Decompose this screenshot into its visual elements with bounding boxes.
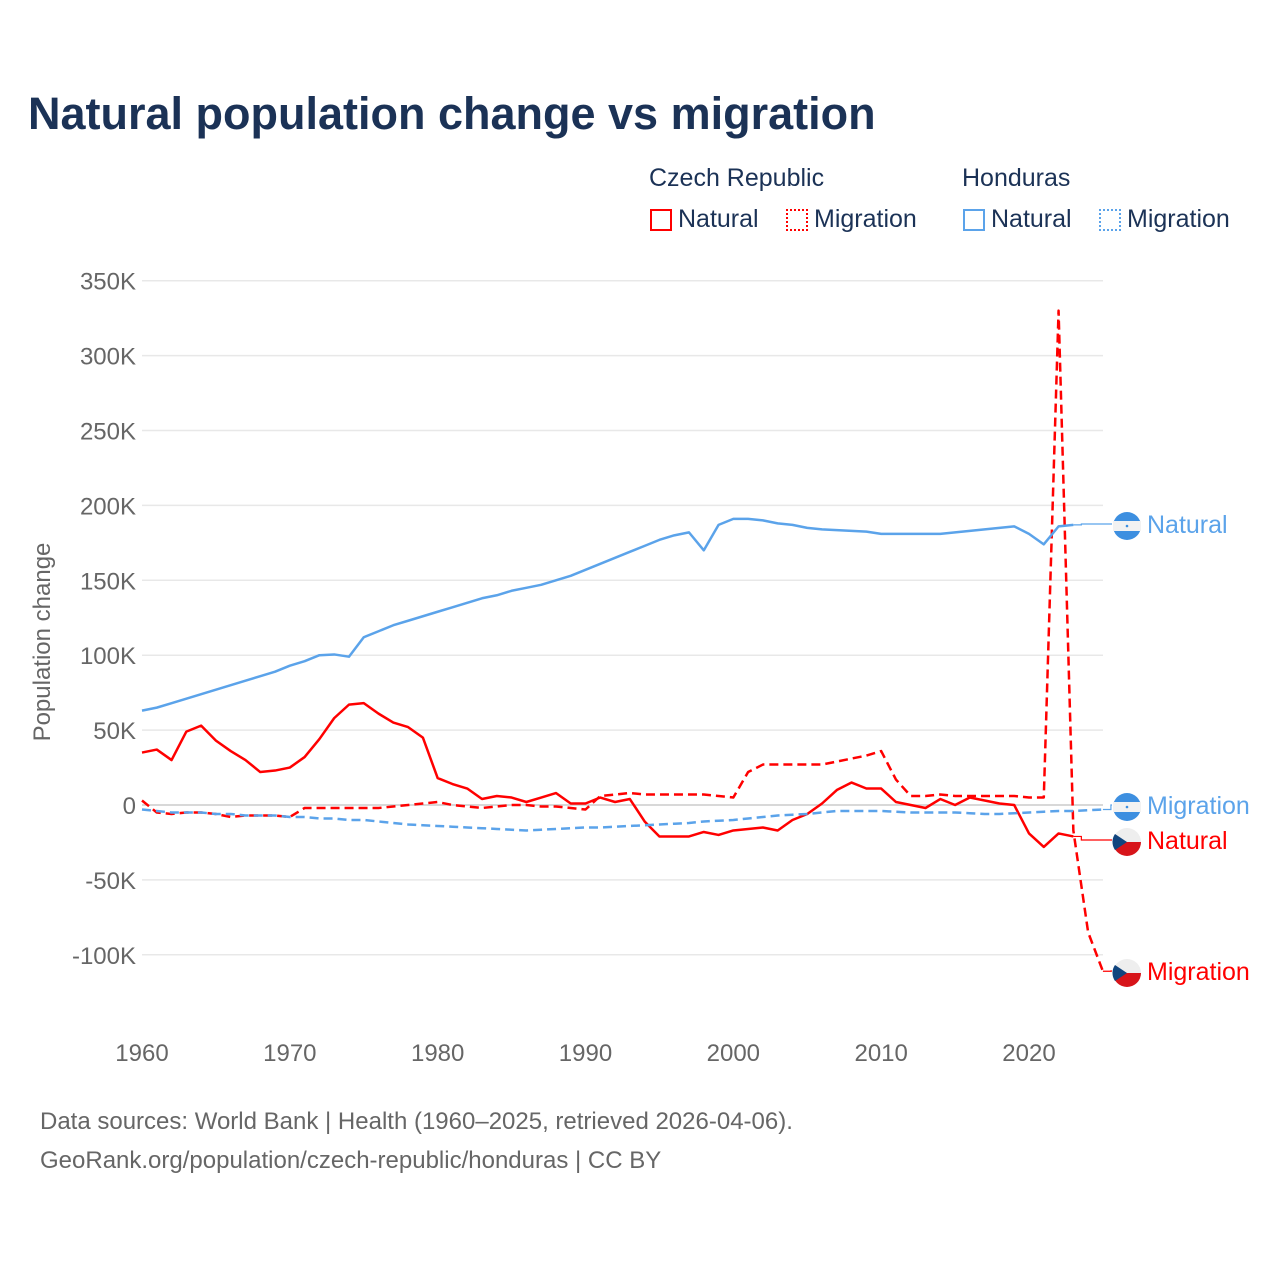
legend-label: Migration (814, 205, 917, 233)
y-tick-label: -100K (72, 943, 136, 970)
legend-label: Natural (678, 205, 759, 233)
y-tick-label: 100K (80, 643, 136, 670)
y-tick-label: -50K (85, 868, 136, 895)
legend-swatch (786, 208, 808, 231)
chart-title: Natural population change vs migration (28, 88, 876, 139)
flag-stripe (1113, 802, 1141, 812)
flag-red (1113, 973, 1141, 987)
source-line-2[interactable]: GeoRank.org/population/czech-republic/ho… (40, 1147, 662, 1174)
legend-item-honduras-natural[interactable]: Natural (963, 205, 1072, 234)
flag-star (1125, 805, 1129, 809)
flag-blue (1112, 965, 1127, 981)
legend-item-czech-migration[interactable]: Migration (786, 205, 917, 234)
series-line-czech-republic-natural (141, 701, 1074, 849)
x-tick-label: 1990 (559, 1040, 612, 1067)
y-tick-label: 150K (80, 568, 136, 595)
label-connector (1073, 835, 1112, 841)
flag-stripe (1113, 521, 1141, 531)
czech-flag-icon (1112, 828, 1141, 856)
legend-label: Natural (991, 205, 1072, 233)
y-tick-label: 300K (80, 344, 136, 371)
y-tick-label: 0 (123, 793, 136, 820)
series-line-honduras-natural (141, 517, 1074, 712)
label-connector (1073, 523, 1112, 526)
flag-red (1113, 842, 1141, 856)
legend-header-czech: Czech Republic (649, 164, 825, 192)
flag-bg (1113, 512, 1141, 540)
flag-bg (1113, 828, 1141, 856)
x-tick-label: 1960 (115, 1040, 168, 1067)
legend-header-honduras: Honduras (962, 164, 1071, 192)
honduras-flag-icon (1113, 512, 1141, 540)
y-tick-label: 350K (80, 269, 136, 296)
y-tick-label: 250K (80, 419, 136, 446)
y-tick-label: 50K (93, 718, 136, 745)
legend-label: Migration (1127, 205, 1230, 233)
x-tick-label: 2000 (707, 1040, 760, 1067)
x-tick-label: 1970 (263, 1040, 316, 1067)
legend-swatch (650, 208, 672, 231)
flag-blue (1112, 834, 1127, 850)
series-line-czech-republic-migration (141, 309, 1105, 972)
end-label: Migration (1147, 958, 1250, 986)
x-tick-label: 1980 (411, 1040, 464, 1067)
end-label: Migration (1147, 792, 1250, 820)
legend-swatch (963, 208, 985, 231)
label-connector (1102, 804, 1112, 811)
x-tick-label: 2010 (854, 1040, 907, 1067)
czech-flag-icon (1112, 959, 1141, 987)
flag-star (1125, 524, 1129, 528)
legend-item-honduras-migration[interactable]: Migration (1099, 205, 1230, 234)
honduras-flag-icon (1113, 793, 1141, 821)
series-line-honduras-migration (141, 808, 1103, 832)
y-axis-label: Population change (29, 543, 56, 742)
legend-item-czech-natural[interactable]: Natural (650, 205, 759, 234)
end-label: Natural (1147, 827, 1228, 855)
legend-swatch (1099, 208, 1121, 231)
flag-bg (1113, 959, 1141, 987)
x-tick-label: 2020 (1002, 1040, 1055, 1067)
y-tick-label: 200K (80, 493, 136, 520)
end-label: Natural (1147, 511, 1228, 539)
source-line-1: Data sources: World Bank | Health (1960–… (40, 1108, 793, 1135)
flag-bg (1113, 793, 1141, 821)
